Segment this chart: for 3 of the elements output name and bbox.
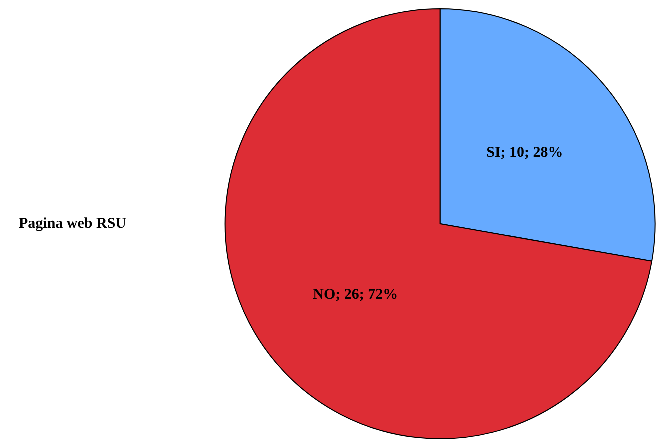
- data-label: NO; 26; 72%: [313, 287, 398, 304]
- data-label: SI; 10; 28%: [486, 144, 564, 161]
- text: Pagina web RSU: [19, 216, 127, 232]
